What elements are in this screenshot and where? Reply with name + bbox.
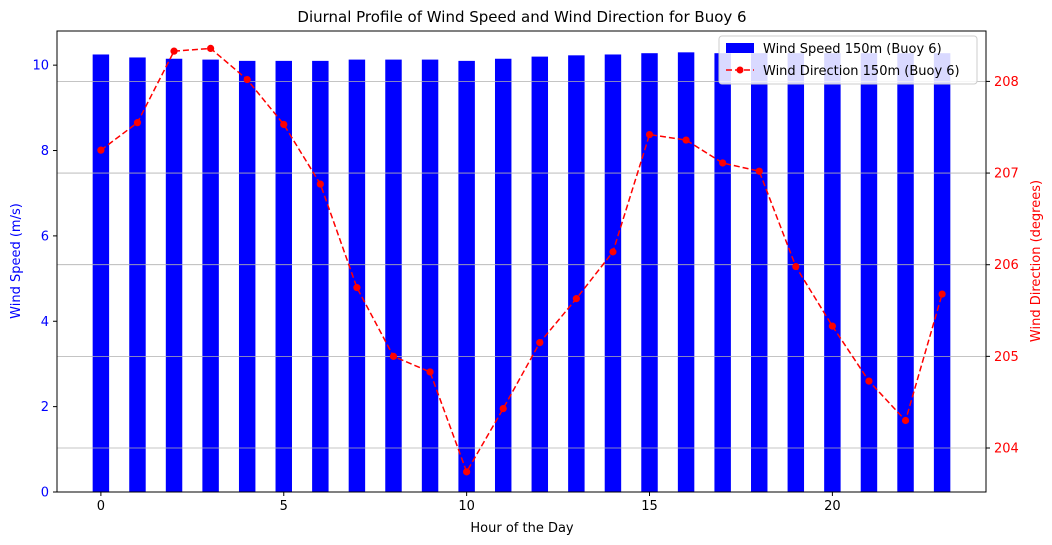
line-series [97,44,946,476]
wind-direction-point-12 [536,339,544,347]
y-axis-right-title: Wind Direction (degrees) [1029,180,1044,342]
bar-hour-2 [165,58,183,492]
bar-hour-17 [714,53,731,492]
wind-direction-point-5 [280,120,288,129]
wind-direction-point-4 [243,75,251,84]
wind-direction-point-3 [207,44,215,53]
y-left-tick-label-2: 2 [41,400,49,415]
y-right-tick-label-208: 208 [994,75,1019,90]
wind-direction-point-10 [463,468,471,476]
legend-line-marker [736,66,744,74]
wind-direction-point-17 [719,159,727,167]
bar-hour-23 [933,53,951,492]
y-left-tick-label-8: 8 [41,144,49,159]
wind-direction-point-16 [682,136,690,144]
x-tick-label-5: 5 [280,499,288,514]
y-right-tick-label-205: 205 [994,350,1019,365]
wind-direction-line [100,47,943,474]
bar-series [92,52,951,493]
bar-hour-1 [129,57,146,493]
plot-frame [56,30,987,493]
wind-direction-point-11 [499,405,507,413]
wind-direction-point-1 [133,119,142,127]
wind-direction-point-13 [572,295,580,303]
bar-hour-8 [385,59,402,492]
wind-direction-point-19 [792,262,800,271]
bar-hour-7 [348,59,366,492]
bar-hour-0 [92,54,110,492]
y-axis-left-title: Wind Speed (m/s) [9,203,24,319]
y-left-tick-label-4: 4 [41,315,49,330]
chart-title: Diurnal Profile of Wind Speed and Wind D… [297,8,746,26]
bar-hour-4 [238,60,256,492]
y-left-tick-label-0: 0 [41,486,49,501]
wind-direction-point-6 [316,180,324,188]
x-axis-title: Hour of the Day [470,521,574,536]
wind-direction-point-22 [901,416,910,425]
bar-hour-18 [751,53,768,492]
x-tick-label-0: 0 [97,499,105,514]
wind-direction-point-7 [353,284,361,292]
axes [56,30,987,493]
y-right-tick-label-204: 204 [994,442,1019,457]
bar-hour-19 [787,53,805,492]
bar-hour-5 [275,60,292,492]
bar-hour-9 [421,59,439,492]
y-right-tick-label-206: 206 [994,258,1019,273]
y-left-tick-label-10: 10 [32,59,49,74]
x-axis-ticks: 0 5 10 15 20 [97,492,841,514]
bar-hour-15 [641,53,658,492]
bar-hour-21 [860,53,878,492]
wind-direction-point-23 [938,290,946,298]
legend-box [718,35,978,85]
bar-hour-10 [458,60,475,492]
bar-hour-12 [531,56,549,493]
y-axis-right-ticks: 204 205 206 207 208 [986,75,1019,457]
x-tick-label-10: 10 [458,499,475,514]
bar-hour-13 [568,55,585,492]
x-tick-label-20: 20 [824,499,841,514]
wind-direction-point-18 [755,167,763,175]
bar-hour-22 [897,53,914,492]
bar-hour-14 [604,54,622,492]
y-right-tick-label-207: 207 [994,167,1019,182]
y-axis-left-ticks: 0 2 4 6 8 10 [32,59,57,501]
bar-hour-6 [312,60,329,492]
wind-direction-point-8 [389,352,398,360]
legend-line-label: Wind Direction 150m (Buoy 6) [763,64,960,79]
legend: Wind Speed 150m (Buoy 6) Wind Direction … [718,35,978,85]
wind-direction-point-2 [170,47,178,55]
wind-direction-point-9 [426,368,434,376]
legend-bar-swatch [726,43,754,53]
wind-direction-point-14 [609,248,617,256]
wind-direction-point-21 [865,377,873,385]
y-left-tick-label-6: 6 [41,229,49,244]
bar-hour-16 [677,52,695,493]
wind-direction-point-0 [97,146,105,154]
bar-hour-3 [202,59,219,492]
wind-direction-point-20 [828,322,836,330]
bar-hour-20 [824,53,841,492]
x-tick-label-15: 15 [641,499,658,514]
bar-hour-11 [494,58,512,492]
legend-bar-label: Wind Speed 150m (Buoy 6) [763,42,942,57]
wind-direction-point-15 [645,130,654,139]
